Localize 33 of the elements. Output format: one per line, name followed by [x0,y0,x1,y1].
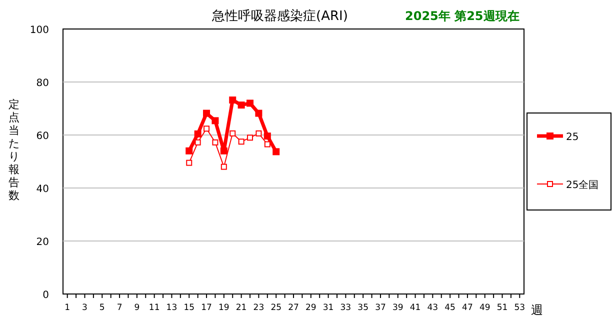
point [186,147,193,154]
point [204,126,210,132]
y-tick-label: 0 [42,290,49,301]
point [212,117,219,124]
legend-label: 25全国 [566,179,599,191]
point [186,160,192,166]
point [264,132,271,140]
chart-subtitle: 2025年 第25週現在 [405,9,520,23]
y-tick-label: 80 [36,78,49,89]
legend-label: 25 [566,132,579,143]
y-tick-label: 40 [36,184,49,195]
point [238,102,245,109]
y-axis-title: 定点当たり報告数 [8,98,20,202]
point [220,147,228,154]
point [264,141,270,148]
point [256,130,262,136]
point [194,139,201,146]
point [203,110,210,117]
y-tick-label: 20 [36,237,49,248]
y-tick-label: 60 [36,131,49,142]
point [247,134,254,141]
point [246,100,254,107]
point [194,130,202,138]
point [230,130,236,136]
point [272,148,280,156]
point [220,164,227,170]
x-axis-title: 週 [531,303,543,317]
point [238,138,244,145]
point [255,110,262,117]
chart-title: 急性呼吸器感染症(ARI) [211,9,348,24]
point [212,139,218,146]
point [229,96,236,104]
y-tick-label: 100 [30,25,49,36]
